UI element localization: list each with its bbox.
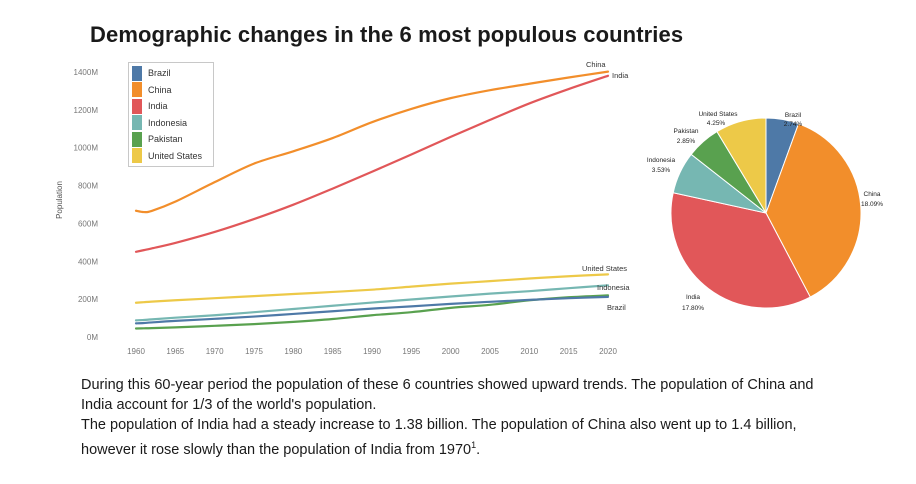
pie-value-label-pakistan: 2.85% xyxy=(677,138,696,145)
pie-label-brazil: Brazil xyxy=(785,112,802,119)
y-axis: 0M 200M 400M 600M 800M 1000M 1200M 1400M xyxy=(74,68,99,342)
pie-label-united-states: United States xyxy=(698,111,738,118)
x-tick-label: 2010 xyxy=(520,347,538,356)
end-label-brazil: Brazil xyxy=(607,303,626,312)
pie-slice-united-states xyxy=(716,117,767,215)
pie-value-label-india: 17.80% xyxy=(682,305,704,312)
x-tick-label: 2015 xyxy=(560,347,578,356)
legend-swatch xyxy=(132,98,142,114)
x-tick-label: 1975 xyxy=(245,347,263,356)
pie-value-label-indonesia: 3.53% xyxy=(652,167,671,174)
x-tick-label: 1960 xyxy=(127,347,145,356)
legend-item-brazil: Brazil xyxy=(129,65,213,82)
x-tick-label: 1965 xyxy=(166,347,184,356)
legend-label: India xyxy=(148,101,168,112)
y-tick-label: 1000M xyxy=(74,144,99,153)
legend-item-china: China xyxy=(129,82,213,99)
line-series-china xyxy=(134,70,610,214)
legend-item-united-states: United States xyxy=(129,148,213,165)
line-series-india xyxy=(134,74,610,253)
y-tick-label: 200M xyxy=(78,295,98,304)
x-tick-label: 2020 xyxy=(599,347,617,356)
x-tick-label: 1990 xyxy=(363,347,381,356)
line-series-brazil xyxy=(134,295,610,325)
x-tick-label: 1970 xyxy=(206,347,224,356)
caption-paragraph-1: During this 60-year period the populatio… xyxy=(81,377,814,413)
end-label-indonesia: Indonesia xyxy=(597,283,630,292)
series-lines xyxy=(134,70,610,330)
legend-label: Brazil xyxy=(148,68,171,79)
end-label-united-states: United States xyxy=(582,264,627,273)
x-axis: 1960 1965 1970 1975 1980 1985 1990 1995 2000 2005… xyxy=(127,347,617,356)
x-tick-label: 1980 xyxy=(284,347,302,356)
x-tick-label: 2000 xyxy=(442,347,460,356)
line-series-indonesia xyxy=(134,284,610,322)
pie-label-pakistan: Pakistan xyxy=(674,128,699,135)
y-tick-label: 600M xyxy=(78,219,98,228)
y-tick-label: 1200M xyxy=(74,106,99,115)
legend-swatch xyxy=(132,65,142,81)
page-title: Demographic changes in the 6 most populo… xyxy=(90,22,684,47)
end-label-india: India xyxy=(612,71,629,80)
legend-label: Pakistan xyxy=(148,134,183,145)
pie-label-india: India xyxy=(686,294,700,301)
pie-slice-china xyxy=(765,123,862,298)
caption: During this 60-year period the populatio… xyxy=(81,375,841,460)
caption-paragraph-2: The population of India had a steady inc… xyxy=(81,415,841,460)
legend-item-indonesia: Indonesia xyxy=(129,115,213,132)
legend-swatch xyxy=(132,115,142,131)
y-tick-label: 400M xyxy=(78,257,98,266)
y-tick-label: 0M xyxy=(87,333,98,342)
pie-slice-india xyxy=(670,192,811,309)
legend-swatch xyxy=(132,131,142,147)
line-series-united-states xyxy=(134,273,610,304)
legend-item-pakistan: Pakistan xyxy=(129,131,213,148)
pie-value-label-united-states: 4.25% xyxy=(707,120,726,127)
x-tick-label: 2005 xyxy=(481,347,499,356)
y-axis-label: Population xyxy=(55,181,64,219)
chart-legend: Brazil China India Indonesia Pakistan United … xyxy=(128,62,214,167)
y-tick-label: 1400M xyxy=(74,68,99,77)
caption-paragraph-2-text: The population of India had a steady inc… xyxy=(81,417,797,458)
x-tick-label: 1985 xyxy=(324,347,342,356)
pie-labels: Brazil 2.74% China 18.09% India 17.80% Indones… xyxy=(647,111,883,312)
caption-paragraph-2-end: . xyxy=(476,441,481,458)
pie-label-indonesia: Indonesia xyxy=(647,157,676,164)
legend-swatch xyxy=(132,148,142,164)
legend-label: Indonesia xyxy=(148,117,188,128)
pie-value-label-brazil: 2.74% xyxy=(784,121,803,128)
series-end-labels: China India United States Indonesia Brazil xyxy=(582,60,630,312)
pie-label-china: China xyxy=(864,191,881,198)
pie-slices xyxy=(670,117,862,309)
legend-label: United States xyxy=(148,150,203,161)
end-label-china: China xyxy=(586,60,606,69)
pie-value-label-china: 18.09% xyxy=(861,201,883,208)
legend-label: China xyxy=(148,84,172,95)
legend-item-india: India xyxy=(129,98,213,115)
y-tick-label: 800M xyxy=(78,182,98,191)
legend-swatch xyxy=(132,82,142,98)
x-tick-label: 1995 xyxy=(402,347,420,356)
footnote-marker: 1 xyxy=(471,440,477,450)
